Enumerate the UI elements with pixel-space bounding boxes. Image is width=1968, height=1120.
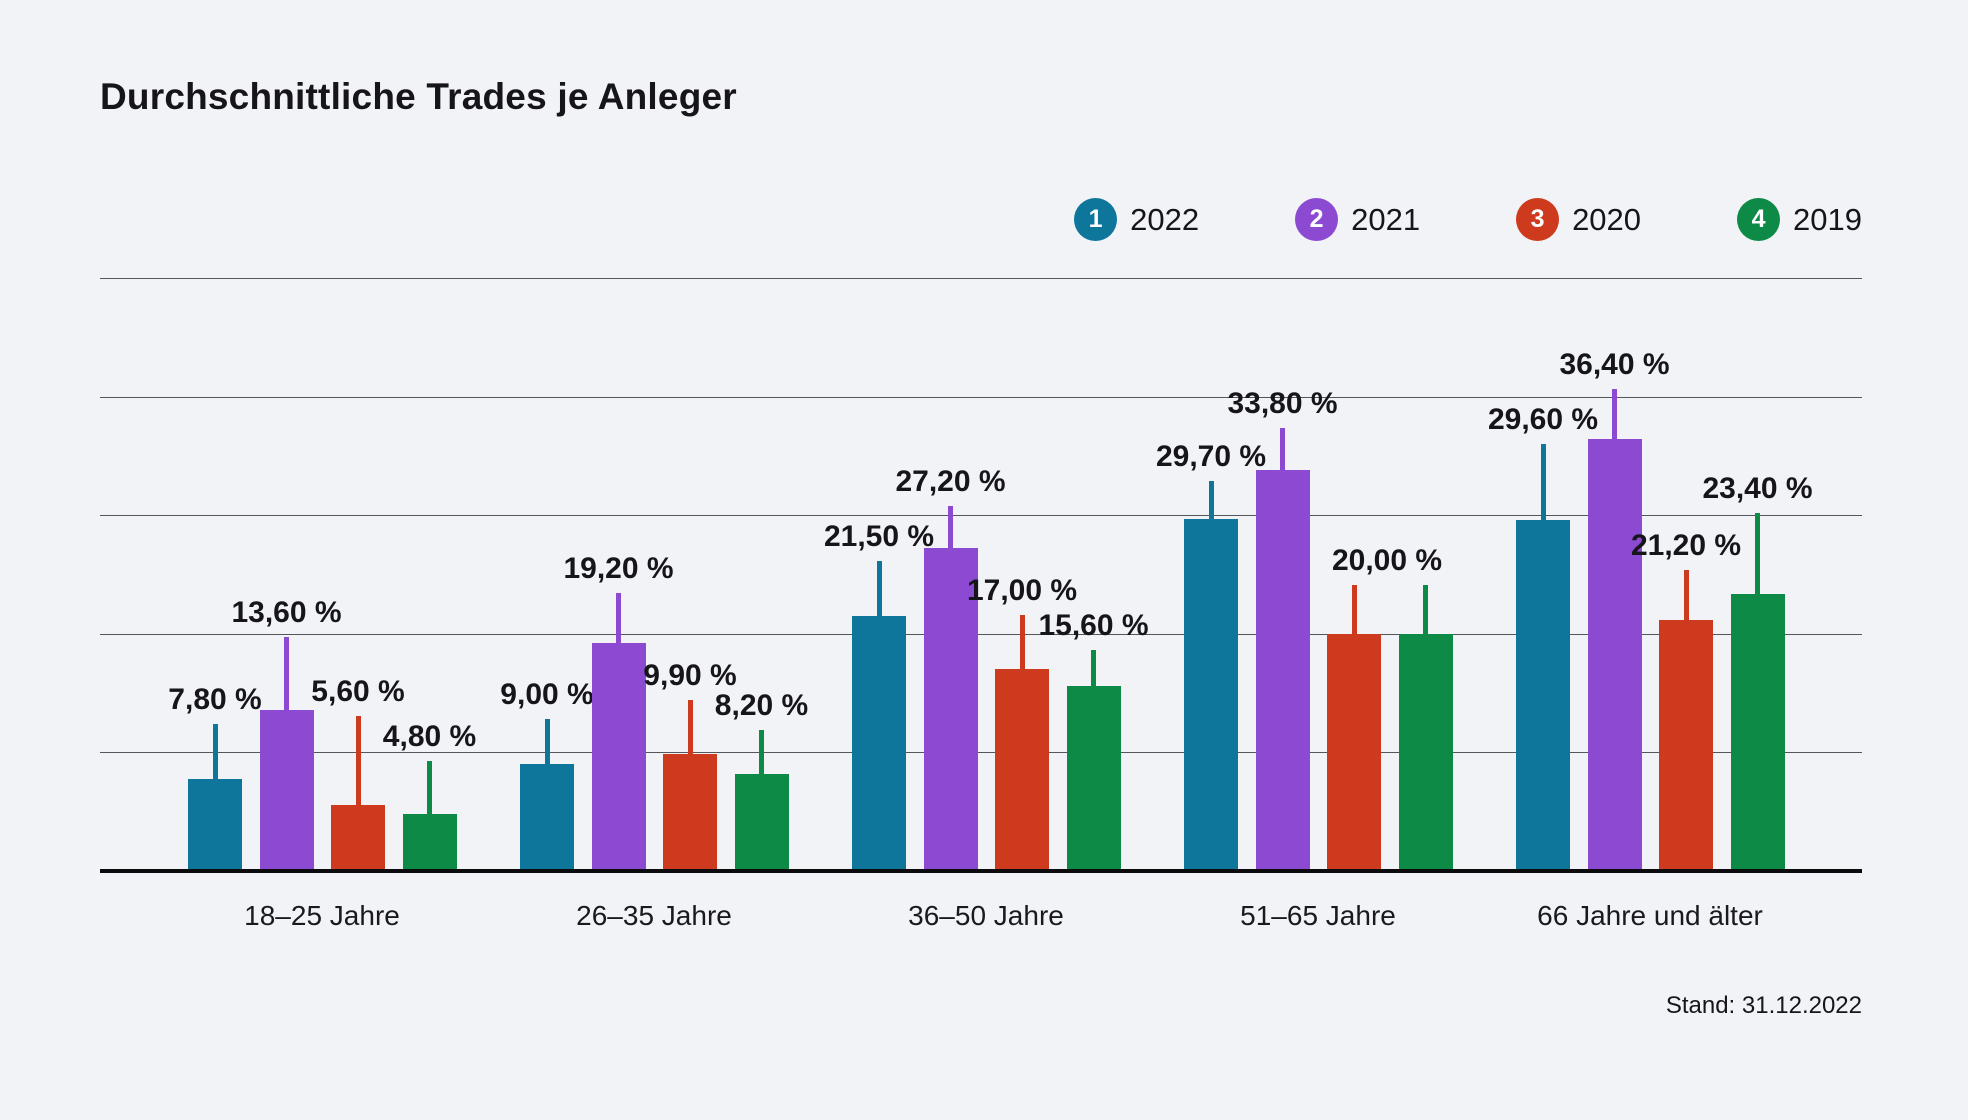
bar-2019-26–35 Jahre [734,773,789,871]
plot-area: 7,80 % 9,00 % 21,50 % 29,70 % 29,60 % 13,60 %… [100,0,1862,1120]
category-label: 18–25 Jahre [244,900,400,931]
bar-stem [1612,389,1617,440]
bar-value-label: 9,90 % [643,658,737,692]
gridline-50pct [100,278,1862,280]
legend-item-2019: 4 2019 [1737,198,1862,241]
bar-value-label: 17,00 % [966,574,1078,608]
legend-badge-4: 4 [1737,198,1781,241]
bar-value-label: 19,20 % [563,552,674,586]
bar-stem [1351,584,1357,634]
bar-value-label: 23,40 % [1702,471,1813,505]
legend-year-label: 2019 [1793,201,1862,237]
category-label: 66 Jahre und älter [1537,900,1763,931]
gridline-20pct [100,633,1862,635]
bar-stem [1540,444,1546,521]
bar-2022-66 Jahre und älter [1516,520,1570,871]
as-of-date-label: Stand: 31.12.2022 [1665,992,1862,1019]
legend-badge-3: 3 [1516,198,1560,241]
bar-stem [876,561,882,617]
bar-stem [948,506,953,549]
bar-2021-26–35 Jahre [591,643,646,871]
bar-2021-51–65 Jahre [1255,470,1310,871]
bar-2022-26–35 Jahre [520,764,574,871]
gridline-10pct [100,752,1862,754]
bar-stem [284,636,289,710]
bar-value-label: 9,00 % [500,678,594,712]
bar-value-label: 4,80 % [382,720,477,754]
bar-2021-18–25 Jahre [259,709,314,871]
bar-value-label: 7,80 % [168,682,262,716]
bar-2019-18–25 Jahre [402,814,457,871]
category-label: 26–35 Jahre [576,900,732,931]
bar-stem [1019,615,1025,670]
bar-stem [1091,650,1096,687]
bar-2020-51–65 Jahre [1327,633,1381,871]
legend-year-label: 2021 [1351,201,1421,237]
bar-2020-66 Jahre und älter [1659,619,1713,871]
bar-value-label: 8,20 % [714,688,809,722]
bar-2022-51–65 Jahre [1184,518,1238,871]
bar-value-label: 29,70 % [1155,439,1267,473]
bar-value-label: 20,00 % [1331,543,1443,577]
bar-value-label: 15,60 % [1038,609,1149,643]
bar-stem [355,715,361,805]
legend-item-2020: 3 2020 [1516,198,1641,241]
bar-value-label: 21,50 % [823,520,935,554]
bar-2020-36–50 Jahre [995,669,1049,871]
chart-legend: 1 2022 2 2021 3 2020 4 2019 [1074,198,1862,241]
bar-2020-26–35 Jahre [663,753,717,871]
bar-2019-66 Jahre und älter [1730,593,1785,871]
category-label: 36–50 Jahre [908,900,1064,931]
category-label: 51–65 Jahre [1240,900,1396,931]
bar-stem [1280,428,1285,471]
bar-2021-36–50 Jahre [923,548,978,871]
bar-stem [427,761,432,815]
bar-stem [1683,569,1689,620]
gridline-40pct [100,396,1862,398]
legend-item-2021: 2 2021 [1295,198,1420,241]
bar-value-label: 36,40 % [1559,348,1670,382]
bar-stem [687,699,693,754]
bar-2021-66 Jahre und älter [1587,439,1642,871]
bar-2022-18–25 Jahre [188,778,242,871]
bar-value-label: 5,60 % [311,674,405,708]
legend-year-label: 2022 [1130,201,1200,237]
bar-value-label: 27,20 % [895,465,1006,499]
x-axis-line [100,869,1862,873]
legend-item-2022: 1 2022 [1074,198,1199,241]
bar-value-label: 29,60 % [1487,403,1599,437]
bar-stem [1208,480,1214,519]
bar-stem [1423,584,1428,634]
bar-2019-51–65 Jahre [1398,633,1453,871]
bar-stem [759,729,764,774]
gridline-30pct [100,515,1862,517]
bar-stem [616,593,621,644]
bar-stem [1755,512,1760,594]
bar-2020-18–25 Jahre [331,804,385,871]
bar-value-label: 33,80 % [1227,387,1338,421]
bar-2019-36–50 Jahre [1066,686,1121,871]
bar-stem [212,723,218,779]
legend-year-label: 2020 [1572,201,1642,237]
legend-badge-1: 1 [1074,198,1118,241]
bar-value-label: 13,60 % [231,595,342,629]
bar-value-label: 21,20 % [1630,528,1742,562]
legend-badge-2: 2 [1295,198,1339,241]
chart-title: Durchschnittliche Trades je Anleger [100,76,737,117]
bar-2022-36–50 Jahre [852,616,906,871]
bar-stem [544,719,550,765]
